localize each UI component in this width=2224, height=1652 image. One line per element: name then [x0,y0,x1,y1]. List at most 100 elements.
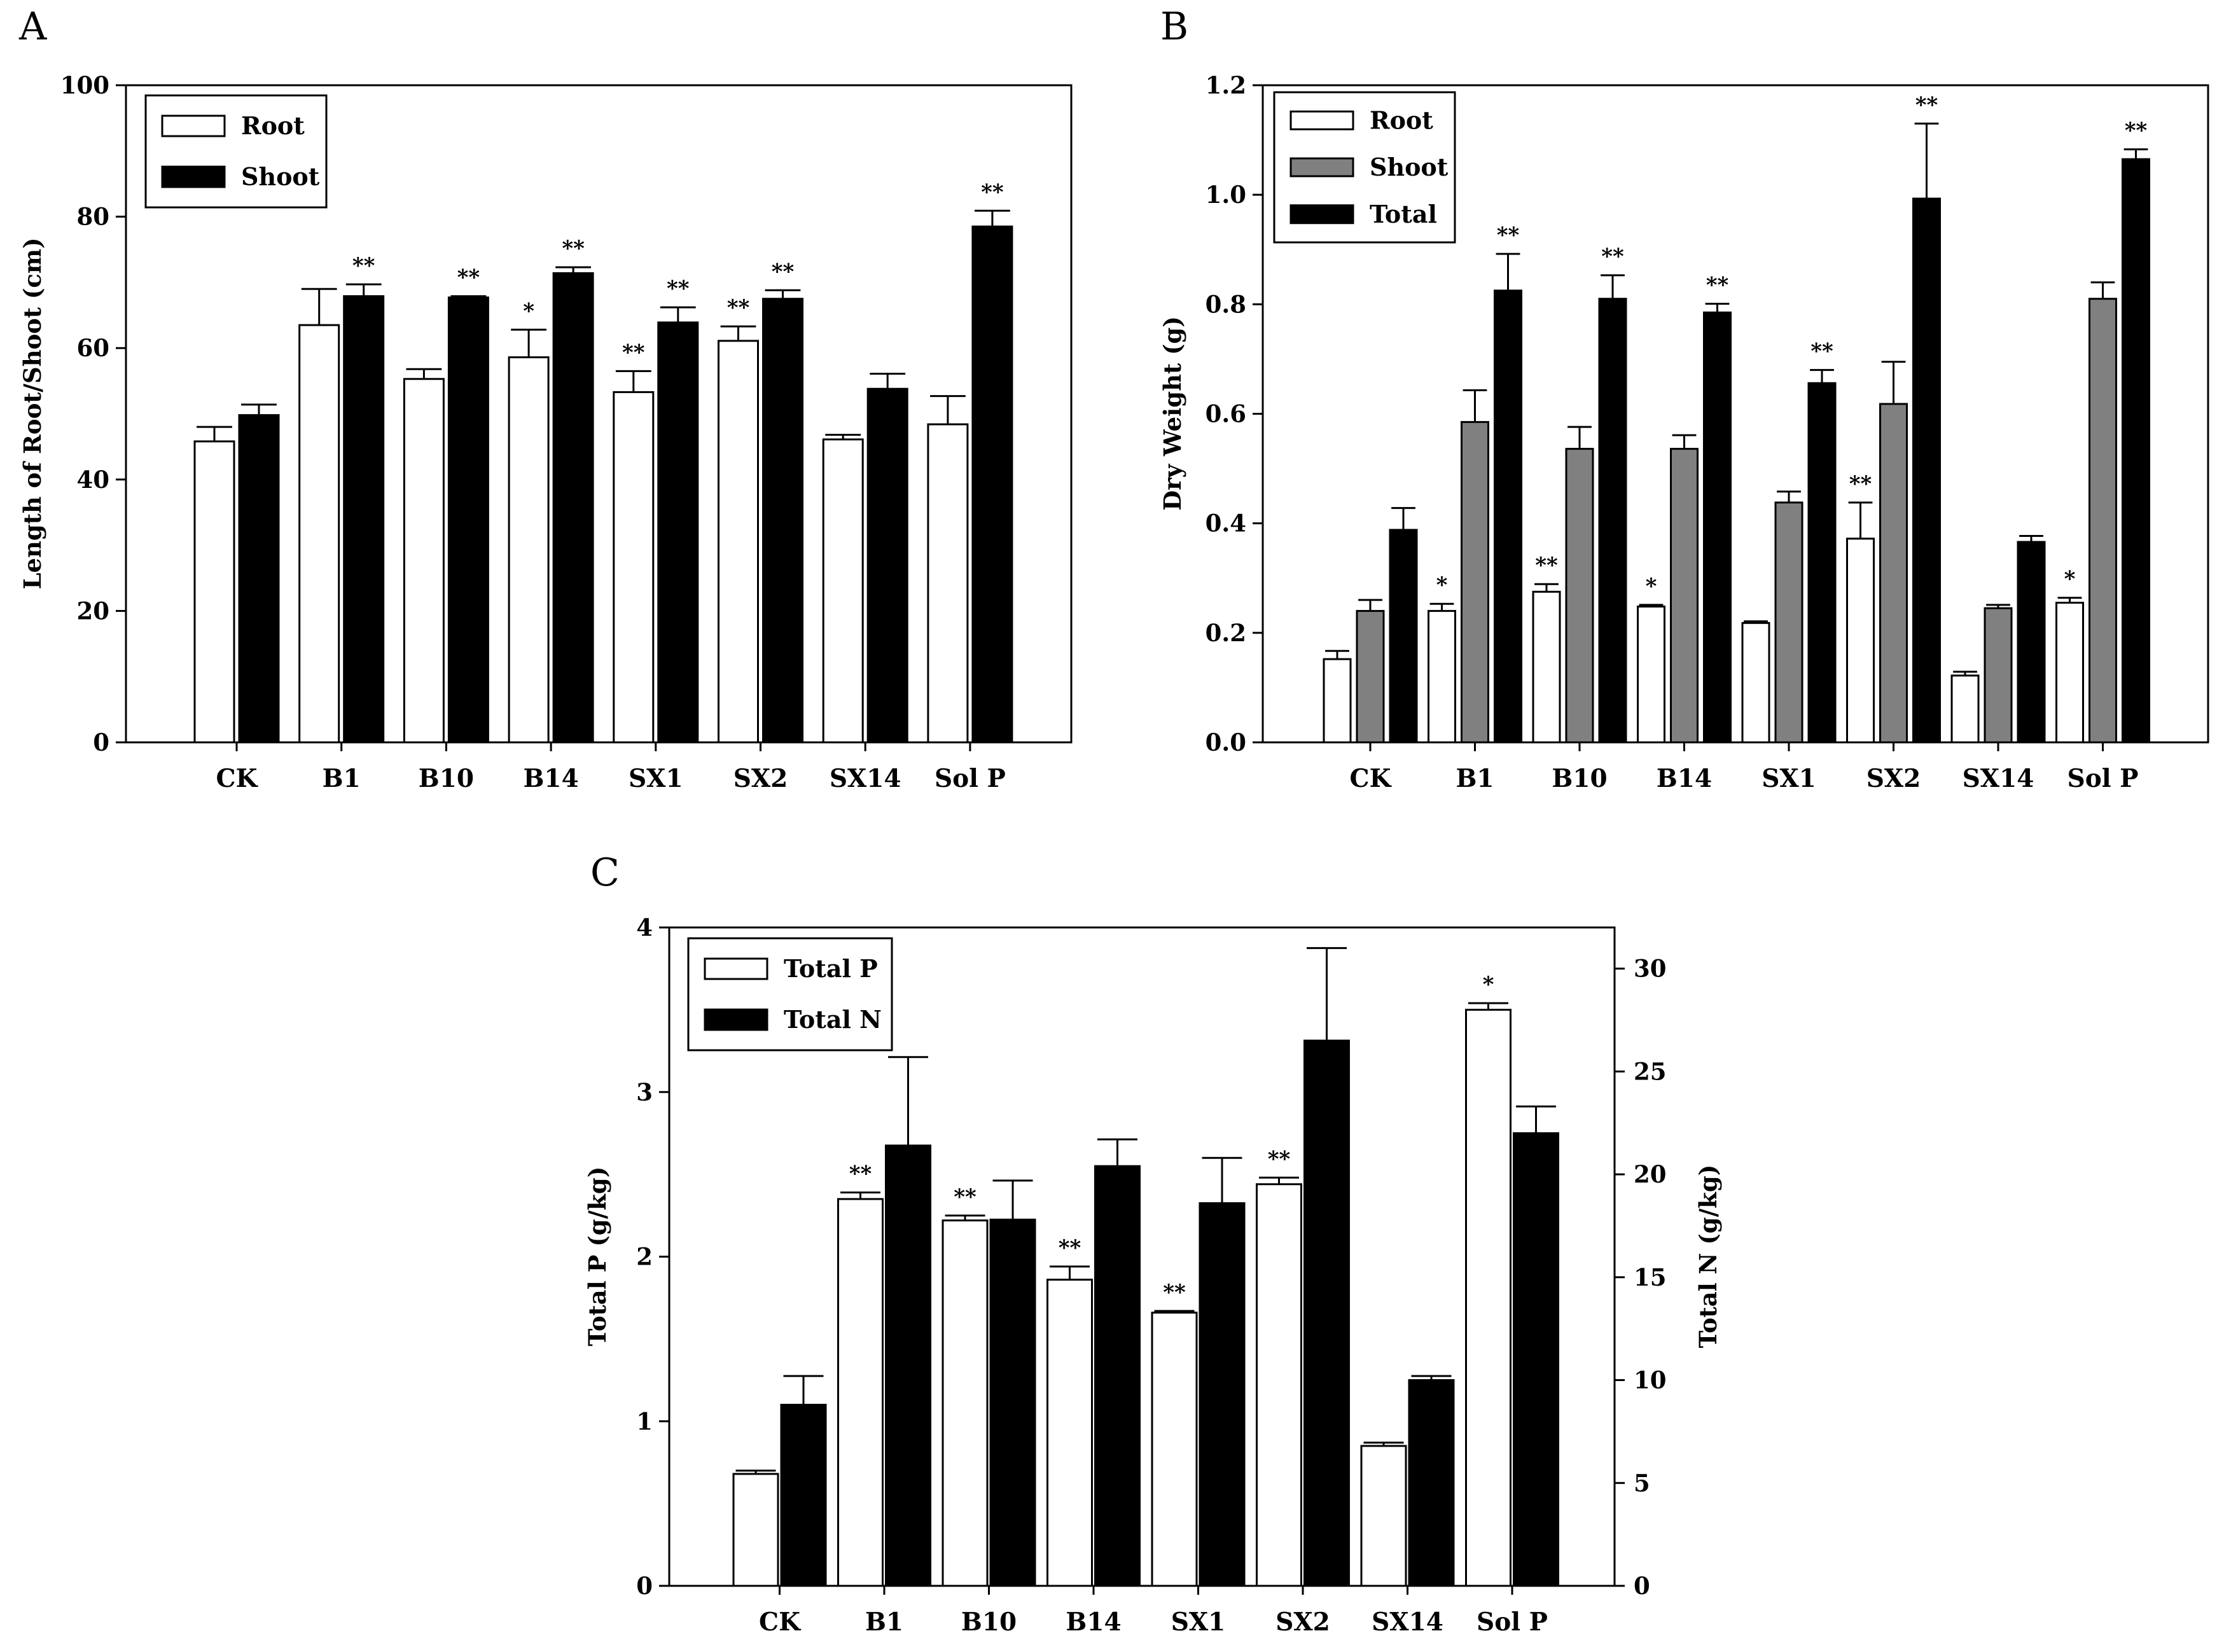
panel-a-significance-mark: ** [772,259,795,284]
panel-b-bar-root [1323,658,1352,744]
panel-b-bar-shoot [1879,403,1908,744]
panel-b-legend-swatch [1289,157,1354,177]
panel-b-legend-label: Root [1370,106,1433,134]
panel-c-bar-total-p [837,1198,884,1587]
panel-a-significance-mark: ** [622,340,645,365]
panel-c-x-tick-label: Sol P [1477,1607,1548,1637]
panel-c-chart: Total P (g/kg) Total N (g/kg) 0 1 2 3 4 0 5 10 1… [583,913,1722,1637]
panel-c-y-axis-title: Total P (g/kg) [583,1167,611,1347]
panel-b-significance-mark: ** [1497,223,1520,248]
panel-b-legend-label: Total [1370,200,1437,228]
panel-b-bar-total [1389,529,1418,744]
panel-letter-c: C [590,850,620,895]
panel-c-y-tick-label: 2 [636,1243,653,1271]
panel-b-bar-root [1637,606,1665,744]
panel-a-y-tick-label: 20 [77,597,110,625]
panel-b-x-tick-label: B14 [1657,764,1712,793]
panel-a-y-tick-label: 100 [60,71,109,99]
panel-c-y-right-tick-label: 30 [1634,955,1667,983]
panel-c-bar-total-n [1513,1132,1559,1587]
panel-a-bar-shoot [552,272,594,744]
panel-a-x-tick-label: SX1 [629,764,683,793]
panel-b-legend-label: Shoot [1370,153,1449,181]
panel-c-y-tick-label: 3 [636,1078,653,1106]
panel-c-y-tick-label: 1 [636,1407,653,1435]
panel-a-bar-shoot [238,414,280,744]
panel-c-y-right-axis-title: Total N (g/kg) [1694,1165,1722,1349]
panel-a-bar-root [403,378,445,744]
panel-b-bar-total [1494,289,1522,744]
panel-c-bar-total-n [989,1218,1036,1587]
panel-c-y-right-tick-label: 20 [1634,1160,1667,1188]
panel-c-legend [687,937,893,1052]
panel-c-y-right-tick-label: 0 [1634,1572,1650,1600]
panel-c-legend-label: Total P [784,954,878,983]
panel-b-significance-mark: * [1436,573,1448,598]
panel-c-bar-total-n [780,1403,827,1587]
panel-b-x-tick-label: B10 [1552,764,1607,793]
panel-b-bar-total [1703,311,1732,744]
panel-b-x-tick-label: Sol P [2068,764,2139,793]
panel-letter-a: A [18,4,47,49]
panel-b-bar-shoot [1461,420,1489,744]
panel-a-bar-shoot [343,295,385,744]
panel-a-significance-mark: ** [981,179,1004,205]
panel-c-bar-total-n [1199,1202,1246,1587]
panel-b-legend-swatch [1289,110,1354,130]
panel-c-significance-mark: ** [1268,1146,1291,1172]
panel-b-significance-mark: ** [2125,118,2148,144]
panel-b-bar-root [1846,538,1875,744]
panel-b-y-tick-label: 0.2 [1206,619,1246,647]
panel-b-y-tick-label: 0.0 [1206,728,1246,756]
panel-b-significance-mark: ** [1915,92,1938,118]
panel-b-bar-total [1912,197,1941,744]
panel-c-x-tick-label: CK [759,1607,802,1637]
panel-b-significance-mark: ** [1706,272,1729,298]
panel-a-bar-root [822,438,864,744]
panel-c-y-tick-label: 4 [636,913,653,941]
panel-a-x-tick-label: B1 [323,764,361,793]
panel-b-bar-total [2122,158,2150,744]
panel-c-y-right-tick-label: 15 [1634,1263,1667,1291]
panel-a-bar-shoot [447,296,489,744]
panel-c-bar-total-p [1256,1183,1302,1587]
panel-c-bar-total-p [732,1473,779,1587]
panel-b-x-tick-label: SX2 [1866,764,1921,793]
panel-a-x-tick-label: B14 [523,764,578,793]
panel-c-bar-total-n [885,1144,931,1587]
panel-b-bar-total [1598,298,1627,744]
panel-a-x-tick-label: SX14 [830,764,901,793]
panel-c-x-tick-label: SX14 [1372,1607,1443,1637]
panel-a-bar-root [193,440,235,744]
panel-c-y-tick-label: 0 [636,1572,653,1600]
panel-b-bar-shoot [1984,607,2013,744]
panel-b-y-tick-label: 1.2 [1206,71,1246,99]
panel-b-bar-root [1950,674,1980,744]
panel-c-x-tick-label: B10 [961,1607,1017,1637]
panel-b-significance-mark: ** [1601,244,1624,270]
panel-b-bar-total [1807,382,1837,744]
panel-b-x-tick-label: CK [1350,764,1393,793]
panel-a-significance-mark: ** [727,295,750,321]
panel-b-x-tick-label: B1 [1456,764,1494,793]
panel-a-x-tick-label: Sol P [935,764,1006,793]
panel-b-significance-mark: * [2064,567,2076,592]
panel-c-y-right-tick-label: 25 [1634,1057,1667,1085]
panel-c-bar-total-p [1360,1445,1407,1587]
panel-c-y-right-tick-label: 5 [1634,1469,1650,1497]
panel-c-legend-swatch [704,1008,768,1031]
panel-b-y-tick-label: 0.4 [1206,510,1246,538]
panel-c-legend-label: Total N [784,1005,882,1034]
panel-b-significance-mark: ** [1810,339,1833,364]
panel-a-significance-mark: * [523,298,534,324]
panel-b-legend-swatch [1289,204,1354,225]
panel-c-bar-total-p [1151,1311,1198,1587]
panel-b-y-tick-label: 1.0 [1206,181,1246,209]
panel-c-significance-mark: ** [1163,1280,1186,1305]
panel-a-chart: Length of Root/Shoot (cm) 0 20 40 60 80 100 CK… [18,71,1073,793]
panel-b-y-tick-label: 0.8 [1206,290,1246,318]
panel-b-bar-shoot [1565,448,1594,744]
panel-b-significance-mark: ** [1535,553,1558,578]
panel-b-bar-shoot [1356,609,1385,744]
